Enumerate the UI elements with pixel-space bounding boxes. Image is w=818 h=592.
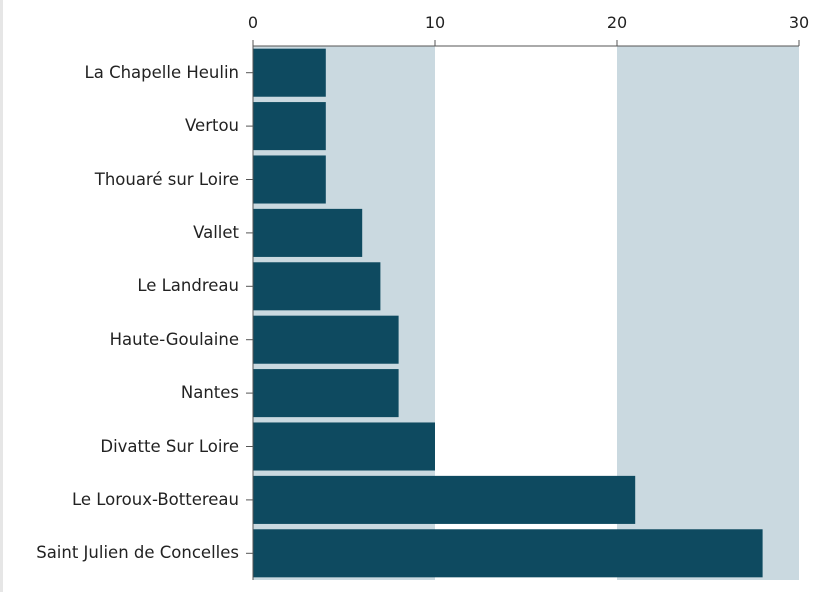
x-tick-label: 10 xyxy=(425,13,445,32)
y-tick-label: Thouaré sur Loire xyxy=(94,169,239,189)
y-tick-label: Haute-Goulaine xyxy=(109,329,239,349)
bar xyxy=(253,315,399,364)
bar xyxy=(253,475,636,524)
y-tick-label: Le Loroux-Bottereau xyxy=(71,489,239,509)
y-tick-label: La Chapelle Heulin xyxy=(84,62,239,82)
y-tick-label: Divatte Sur Loire xyxy=(100,436,239,456)
bar xyxy=(253,48,326,97)
y-tick-label: Le Landreau xyxy=(137,276,239,296)
bar xyxy=(253,155,326,204)
plot: 0 10 20 30 xyxy=(246,13,809,580)
bar xyxy=(253,102,326,151)
bar xyxy=(253,369,399,418)
x-tick-label: 0 xyxy=(248,13,258,32)
x-tick-label: 20 xyxy=(607,13,627,32)
x-tick-label: 30 xyxy=(789,13,809,32)
bar xyxy=(253,208,363,257)
grid-band xyxy=(617,46,799,580)
y-tick-label: Vertou xyxy=(185,116,239,136)
y-tick-label: Vallet xyxy=(193,222,239,242)
bar xyxy=(253,529,763,578)
bar xyxy=(253,262,381,311)
y-tick-label: Nantes xyxy=(180,383,239,403)
bar xyxy=(253,422,435,471)
y-tick-label: Saint Julien de Concelles xyxy=(36,543,239,563)
